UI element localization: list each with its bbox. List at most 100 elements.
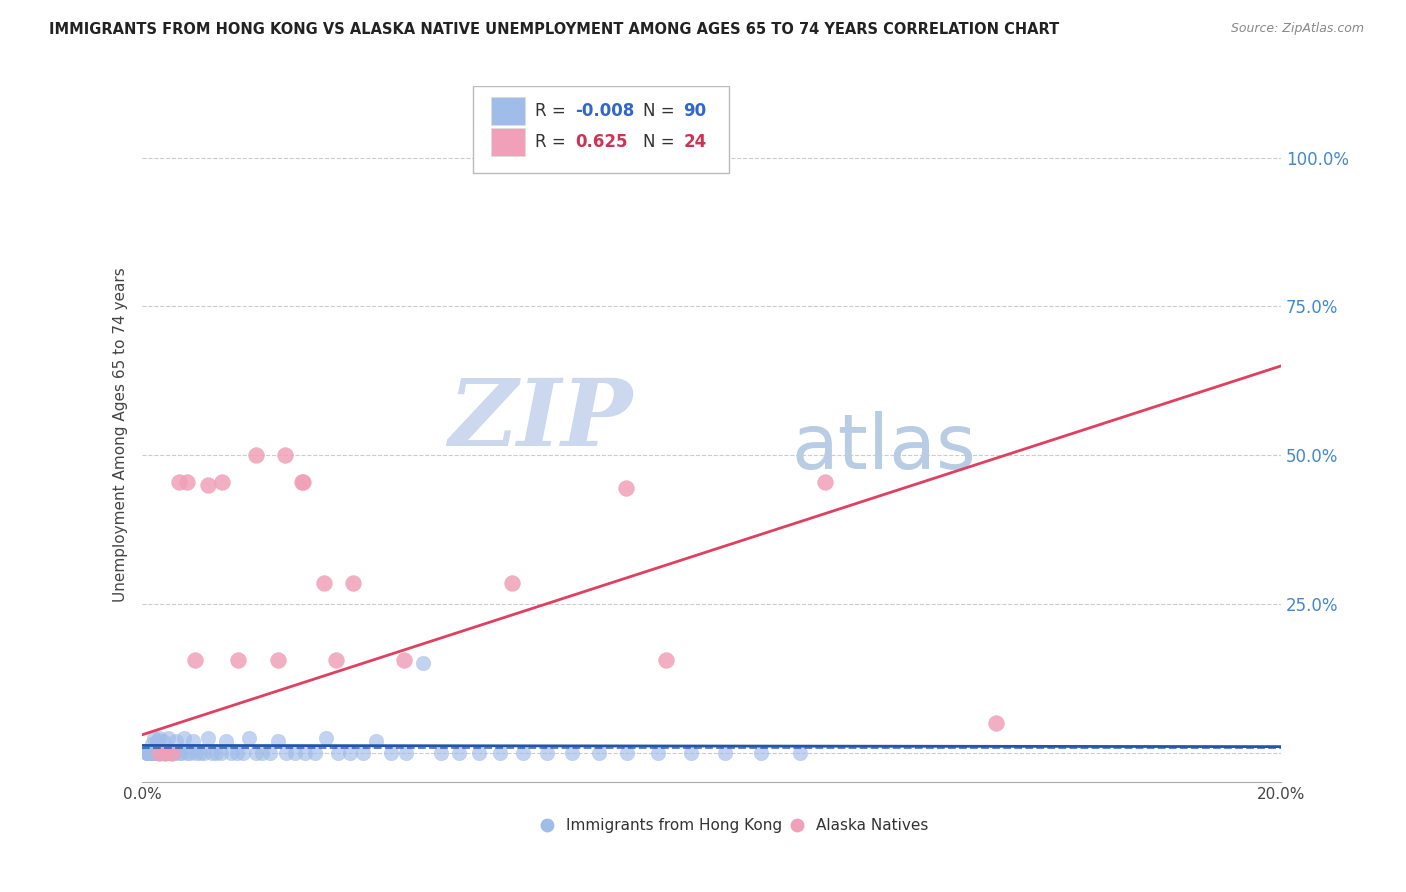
Point [276, 746, 298, 760]
Y-axis label: Unemployment Among Ages 65 to 74 years: Unemployment Among Ages 65 to 74 years [114, 267, 128, 602]
Point [138, 746, 160, 760]
Point [179, 746, 201, 760]
Point [225, 746, 247, 760]
Point [170, 746, 193, 760]
Point [197, 731, 219, 745]
Point [449, 746, 471, 760]
Point [173, 731, 195, 745]
Point [197, 478, 219, 492]
Point [561, 746, 583, 760]
Point [138, 746, 160, 760]
Point [679, 746, 702, 760]
Point [153, 746, 176, 760]
Point [142, 746, 165, 760]
Point [366, 733, 388, 747]
Point [141, 737, 163, 751]
Point [163, 746, 186, 760]
Point [219, 746, 242, 760]
Point [468, 746, 491, 760]
Point [146, 733, 169, 747]
Point [273, 448, 295, 462]
Point [380, 746, 402, 760]
Point [245, 746, 267, 760]
Point [141, 746, 163, 760]
Point [429, 746, 451, 760]
Text: R =: R = [536, 133, 571, 151]
Point [501, 576, 523, 591]
Text: Immigrants from Hong Kong: Immigrants from Hong Kong [565, 818, 782, 833]
Text: 24: 24 [683, 133, 706, 151]
Text: N =: N = [644, 102, 681, 120]
Point [145, 746, 167, 760]
Point [259, 746, 281, 760]
Point [284, 746, 307, 760]
Point [588, 746, 610, 760]
Point [139, 746, 162, 760]
Point [143, 731, 166, 745]
Point [326, 746, 349, 760]
Point [292, 475, 315, 489]
Point [215, 733, 238, 747]
Point [352, 746, 374, 760]
Point [342, 576, 364, 591]
Point [655, 653, 678, 667]
Point [139, 746, 162, 760]
Point [226, 653, 249, 667]
Point [713, 746, 735, 760]
Point [160, 746, 183, 760]
Point [138, 746, 160, 760]
Point [294, 746, 316, 760]
Point [314, 576, 336, 591]
Point [142, 746, 165, 760]
Point [148, 746, 170, 760]
Point [142, 746, 165, 760]
Point [512, 746, 534, 760]
Point [231, 746, 253, 760]
Point [291, 475, 314, 489]
Point [325, 653, 347, 667]
Point [267, 733, 290, 747]
Point [392, 653, 415, 667]
Point [205, 746, 228, 760]
Point [186, 746, 208, 760]
Point [267, 653, 290, 667]
Point [159, 746, 181, 760]
Point [181, 733, 204, 747]
Point [139, 746, 162, 760]
Point [789, 746, 811, 760]
Point [139, 746, 162, 760]
Point [138, 746, 160, 760]
Point [143, 746, 166, 760]
Point [149, 746, 172, 760]
Point [138, 746, 160, 760]
Point [252, 746, 274, 760]
Point [749, 746, 772, 760]
Point [304, 746, 326, 760]
FancyBboxPatch shape [472, 87, 728, 173]
Point [153, 746, 176, 760]
Point [315, 731, 337, 745]
Point [209, 746, 232, 760]
Point [614, 481, 637, 495]
Point [489, 746, 512, 760]
Point [160, 746, 183, 760]
Text: Source: ZipAtlas.com: Source: ZipAtlas.com [1230, 22, 1364, 36]
FancyBboxPatch shape [491, 128, 524, 156]
Point [245, 448, 267, 462]
Point [647, 746, 669, 760]
Text: Alaska Natives: Alaska Natives [817, 818, 929, 833]
Point [167, 746, 190, 760]
Point [153, 746, 176, 760]
Point [148, 746, 170, 760]
Point [138, 746, 160, 760]
Point [814, 475, 837, 489]
Point [169, 475, 191, 489]
Point [238, 731, 260, 745]
Point [142, 746, 165, 760]
Point [193, 746, 215, 760]
Point [157, 731, 180, 745]
Point [986, 715, 1008, 730]
Point [150, 746, 173, 760]
Point [152, 733, 174, 747]
Point [536, 746, 558, 760]
